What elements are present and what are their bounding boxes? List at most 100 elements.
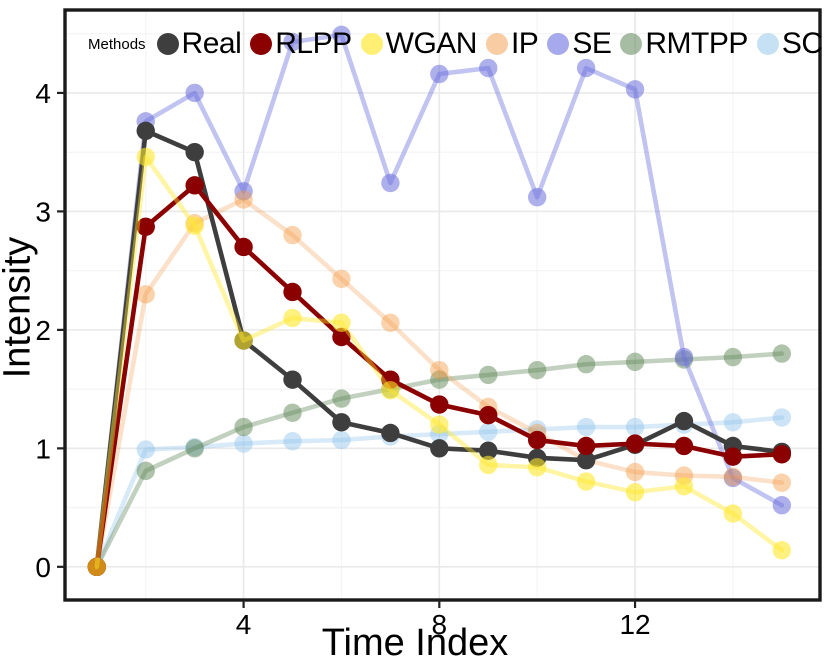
y-tick-label: 1 <box>35 433 51 464</box>
y-tick-label: 4 <box>35 78 51 109</box>
legend-item-rmtpp: RMTPP <box>620 27 748 61</box>
data-point-ip <box>234 190 253 209</box>
data-point-ip <box>772 473 792 492</box>
data-point-se <box>283 32 302 52</box>
data-point-se <box>723 468 743 488</box>
data-point-se <box>576 58 596 78</box>
data-point-se <box>674 347 694 367</box>
x-axis-title: Time Index <box>321 622 509 664</box>
data-point-real <box>332 413 351 432</box>
data-point-rlpp <box>576 436 596 456</box>
data-point-wgan <box>136 147 155 167</box>
legend-label: WGAN <box>385 27 478 60</box>
legend-dot-real-icon <box>156 33 179 55</box>
chart-legend: Methods Real RLPP WGAN IP SE RMTPP SC <box>88 24 830 64</box>
data-point-rlpp <box>283 282 302 302</box>
data-point-se <box>772 496 792 515</box>
data-point-wgan <box>576 472 596 491</box>
data-point-sc <box>234 434 253 453</box>
legend-item-sc: SC <box>756 27 823 61</box>
data-point-real <box>576 451 596 470</box>
data-point-sc <box>136 440 155 459</box>
data-point-wgan <box>234 331 253 350</box>
data-point-se <box>430 64 449 84</box>
data-point-ip <box>332 269 351 289</box>
data-point-ip <box>136 285 155 304</box>
data-point-ip <box>283 225 302 245</box>
data-point-se <box>332 25 351 45</box>
legend-title: Methods <box>88 35 146 53</box>
data-point-rmtpp <box>185 439 204 458</box>
data-point-wgan <box>479 455 498 475</box>
data-point-rmtpp <box>234 417 253 437</box>
data-point-rlpp <box>772 445 792 464</box>
y-tick-label: 2 <box>35 315 51 346</box>
legend-item-se: SE <box>547 27 612 61</box>
data-point-ip <box>625 462 645 482</box>
data-point-real <box>185 142 204 162</box>
data-point-rlpp <box>136 217 155 237</box>
data-point-rmtpp <box>430 370 449 389</box>
x-tick-label: 4 <box>236 609 252 640</box>
data-point-real <box>381 423 400 443</box>
data-point-rlpp <box>674 436 694 456</box>
data-point-sc <box>625 417 645 437</box>
data-point-rlpp <box>723 447 743 466</box>
data-point-rmtpp <box>136 461 155 481</box>
data-point-wgan <box>283 308 302 328</box>
data-point-real <box>136 121 155 141</box>
y-axis-title: Intensity <box>0 236 39 379</box>
data-point-rmtpp <box>283 403 302 423</box>
data-point-se <box>234 182 253 201</box>
data-point-rlpp <box>527 430 547 450</box>
data-point-rlpp <box>234 237 253 257</box>
data-point-se <box>625 80 645 99</box>
data-point-rlpp <box>430 395 449 414</box>
data-point-se <box>185 83 204 103</box>
data-point-rlpp <box>185 176 204 195</box>
legend-dot-se-icon <box>547 33 570 55</box>
plot-border <box>63 8 822 602</box>
legend-label: IP <box>510 27 539 60</box>
data-point-sc <box>332 430 351 450</box>
data-point-rlpp <box>332 327 351 347</box>
data-point-wgan <box>625 482 645 502</box>
data-point-real <box>283 370 302 389</box>
series-line-sc <box>94 415 785 570</box>
data-point-se <box>381 173 400 193</box>
data-point-wgan <box>381 381 400 400</box>
legend-dot-rmtpp-icon <box>620 33 643 55</box>
data-point-wgan <box>723 504 743 523</box>
x-tick-label: 8 <box>432 609 448 640</box>
data-point-sc <box>772 408 792 427</box>
data-point-real <box>479 441 498 460</box>
data-point-sc <box>283 432 302 451</box>
data-point-real <box>674 411 694 431</box>
data-point-rmtpp <box>479 365 498 385</box>
x-tick-label: 12 <box>619 609 650 640</box>
y-tick-label: 3 <box>35 196 51 227</box>
legend-item-wgan: WGAN <box>360 27 478 61</box>
data-point-wgan <box>674 477 694 496</box>
data-point-wgan <box>527 458 547 477</box>
data-point-ip <box>723 467 743 486</box>
legend-dot-sc-icon <box>756 33 779 55</box>
y-tick-label: 0 <box>35 552 51 583</box>
data-point-se <box>479 58 498 78</box>
legend-dot-rlpp-icon <box>250 33 273 55</box>
legend-item-real: Real <box>156 27 242 61</box>
data-point-rmtpp <box>772 344 792 363</box>
legend-label: RLPP <box>275 27 352 60</box>
data-point-sc <box>479 422 498 441</box>
data-point-rmtpp <box>576 355 596 374</box>
data-point-rlpp <box>479 405 498 425</box>
data-point-wgan <box>185 216 204 235</box>
legend-dot-ip-icon <box>485 33 508 55</box>
legend-item-rlpp: RLPP <box>250 27 352 61</box>
data-point-wgan <box>772 541 792 560</box>
data-point-rlpp <box>625 434 645 453</box>
data-point-real <box>430 439 449 458</box>
data-point-ip <box>381 313 400 332</box>
